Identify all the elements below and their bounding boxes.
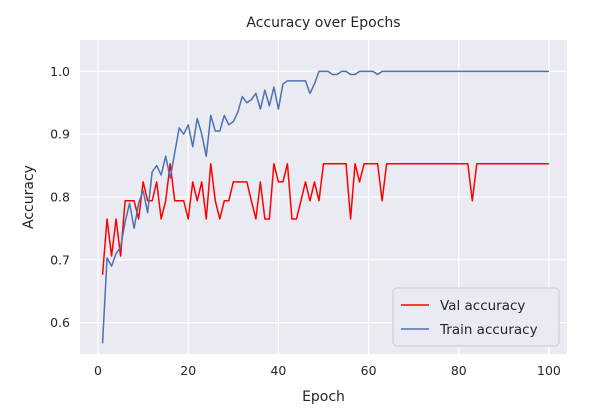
x-tick-label: 100 bbox=[537, 363, 561, 378]
x-tick-label: 20 bbox=[180, 363, 196, 378]
y-tick-label: 0.6 bbox=[50, 315, 70, 330]
x-tick-label: 40 bbox=[270, 363, 286, 378]
y-tick-label: 1.0 bbox=[50, 64, 70, 79]
chart-title: Accuracy over Epochs bbox=[246, 15, 400, 31]
legend-label: Train accuracy bbox=[439, 322, 538, 338]
y-tick-label: 0.7 bbox=[50, 252, 70, 267]
y-axis-label: Accuracy bbox=[21, 165, 37, 229]
series-layer bbox=[101, 70, 549, 344]
y-axis-ticks: 0.6 0.7 0.8 0.9 1.0 bbox=[50, 64, 70, 330]
legend: Val accuracy Train accuracy bbox=[392, 287, 560, 347]
series-line-val-accuracy bbox=[101, 162, 549, 275]
x-axis-label: Epoch bbox=[302, 389, 345, 405]
series-line-train-accuracy bbox=[101, 70, 549, 344]
y-tick-label: 0.8 bbox=[50, 190, 70, 205]
x-tick-label: 0 bbox=[94, 363, 102, 378]
x-tick-label: 60 bbox=[361, 363, 377, 378]
x-tick-label: 80 bbox=[451, 363, 467, 378]
legend-label: Val accuracy bbox=[440, 298, 525, 314]
y-tick-label: 0.9 bbox=[50, 127, 70, 142]
x-axis-ticks: 0 20 40 60 80 100 bbox=[94, 363, 561, 378]
legend-box bbox=[392, 287, 560, 347]
